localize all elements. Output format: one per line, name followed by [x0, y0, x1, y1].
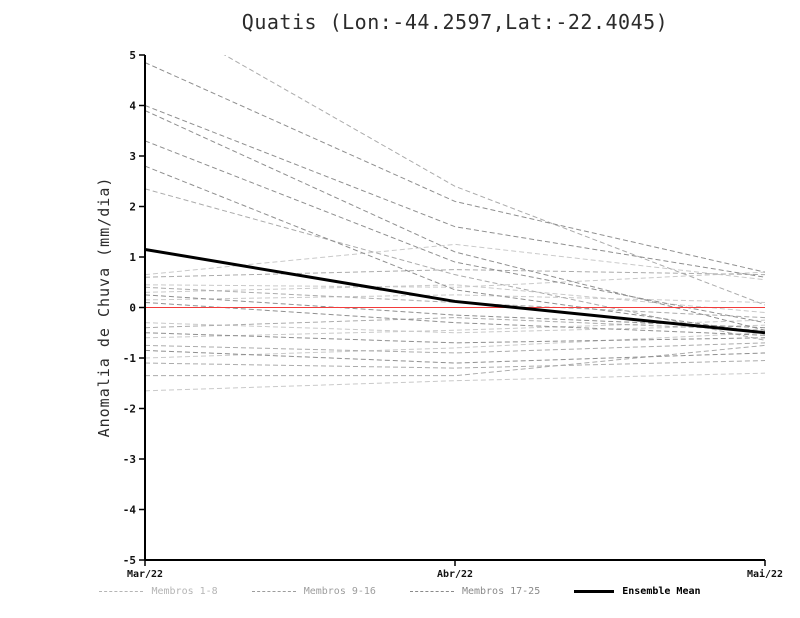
legend-item: Membros 9-16 — [251, 586, 376, 597]
y-axis-tick-label: 5 — [129, 49, 136, 62]
legend-label: Membros 9-16 — [303, 586, 376, 597]
ensemble-member-line — [145, 188, 765, 341]
y-axis-tick-label: 2 — [129, 201, 136, 214]
ensemble-member-line — [145, 322, 765, 334]
y-axis-tick-label: -3 — [123, 453, 136, 466]
legend-item: Membros 1-8 — [99, 586, 218, 597]
ensemble-member-line — [145, 344, 765, 377]
y-axis-tick-label: 1 — [129, 251, 136, 264]
ensemble-member-line — [223, 55, 765, 306]
legend-label: Membros 17-25 — [461, 586, 541, 597]
legend-label: Ensemble Mean — [622, 586, 701, 597]
ensemble-mean-line — [145, 247, 765, 335]
legend-dashed-line-sample — [99, 591, 144, 592]
x-axis-tick-label: Mai/22 — [747, 568, 783, 580]
ensemble-member-line — [145, 105, 765, 278]
ensemble-member-line — [145, 271, 765, 288]
ensemble-member-line — [145, 284, 765, 314]
y-axis-tick-label: 3 — [129, 150, 136, 163]
ensemble-member-line — [145, 342, 765, 354]
legend-dashed-line-sample — [251, 591, 296, 592]
ensemble-member-line — [145, 360, 765, 369]
x-axis-tick-label: Abr/22 — [437, 569, 473, 580]
ensemble-member-line — [145, 349, 765, 364]
y-axis-tick-label: 4 — [129, 100, 136, 113]
ensemble-member-line — [145, 269, 765, 278]
y-axis-tick-label: -4 — [123, 504, 137, 517]
ensemble-member-line — [145, 110, 765, 331]
y-axis-tick-label: 0 — [129, 302, 136, 315]
legend-label: Membros 1-8 — [151, 586, 218, 597]
chart-title: Quatis (Lon:-44.2597,Lat:-22.4045) — [241, 10, 669, 34]
y-axis-tick-label: -2 — [123, 403, 136, 416]
y-axis-tick-label: -1 — [123, 352, 137, 365]
legend-dashed-line-sample — [409, 591, 454, 592]
x-axis-tick-label: Mar/22 — [127, 569, 163, 580]
ensemble-member-line — [145, 140, 765, 324]
y-axis-tick-label: -5 — [123, 554, 136, 567]
ensemble-member-line — [145, 332, 765, 344]
ensemble-member-line — [145, 372, 765, 392]
chart-legend: Membros 1-8 Membros 9-16 Membros 17-25 Ense… — [0, 586, 800, 597]
legend-item: Ensemble Mean — [574, 586, 701, 597]
legend-item: Membros 17-25 — [409, 586, 541, 597]
ensemble-member-line — [145, 294, 765, 303]
ensemble-member-line — [145, 62, 765, 273]
legend-solid-line-sample — [574, 590, 615, 593]
